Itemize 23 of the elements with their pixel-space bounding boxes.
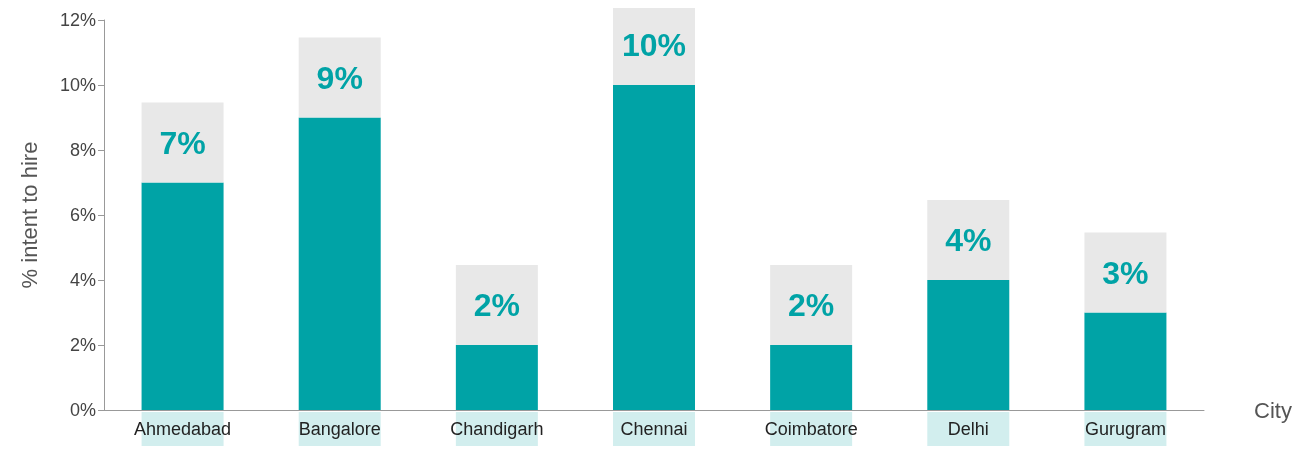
data-label: 3%: [1102, 254, 1149, 291]
x-tick-label: Chennai: [620, 419, 688, 439]
x-tick-label: Ahmedabad: [134, 419, 232, 439]
y-tick-label: 12%: [59, 10, 96, 30]
y-tick-label: 8%: [69, 140, 96, 160]
data-label: 10%: [621, 27, 687, 63]
y-tick-label: 4%: [69, 270, 96, 290]
data-label: 2%: [788, 287, 835, 323]
y-axis-title: % intent to hire: [16, 141, 42, 289]
data-label: 7%: [159, 124, 206, 161]
x-tick-label: Coimbatore: [764, 419, 858, 439]
x-tick-label: Chandigarh: [450, 419, 544, 439]
x-tick-label: Bangalore: [298, 419, 381, 439]
data-label: 2%: [473, 287, 520, 323]
y-tick-label: 10%: [59, 75, 96, 95]
x-axis-title: City: [1254, 397, 1292, 423]
x-tick-label: Gurugram: [1084, 419, 1166, 439]
data-label: 9%: [316, 59, 363, 96]
y-tick-label: 0%: [69, 400, 96, 420]
data-label: 4%: [945, 222, 992, 258]
y-tick-label: 6%: [69, 205, 96, 225]
y-tick-label: 2%: [69, 335, 96, 355]
x-tick-label: Delhi: [947, 419, 989, 439]
